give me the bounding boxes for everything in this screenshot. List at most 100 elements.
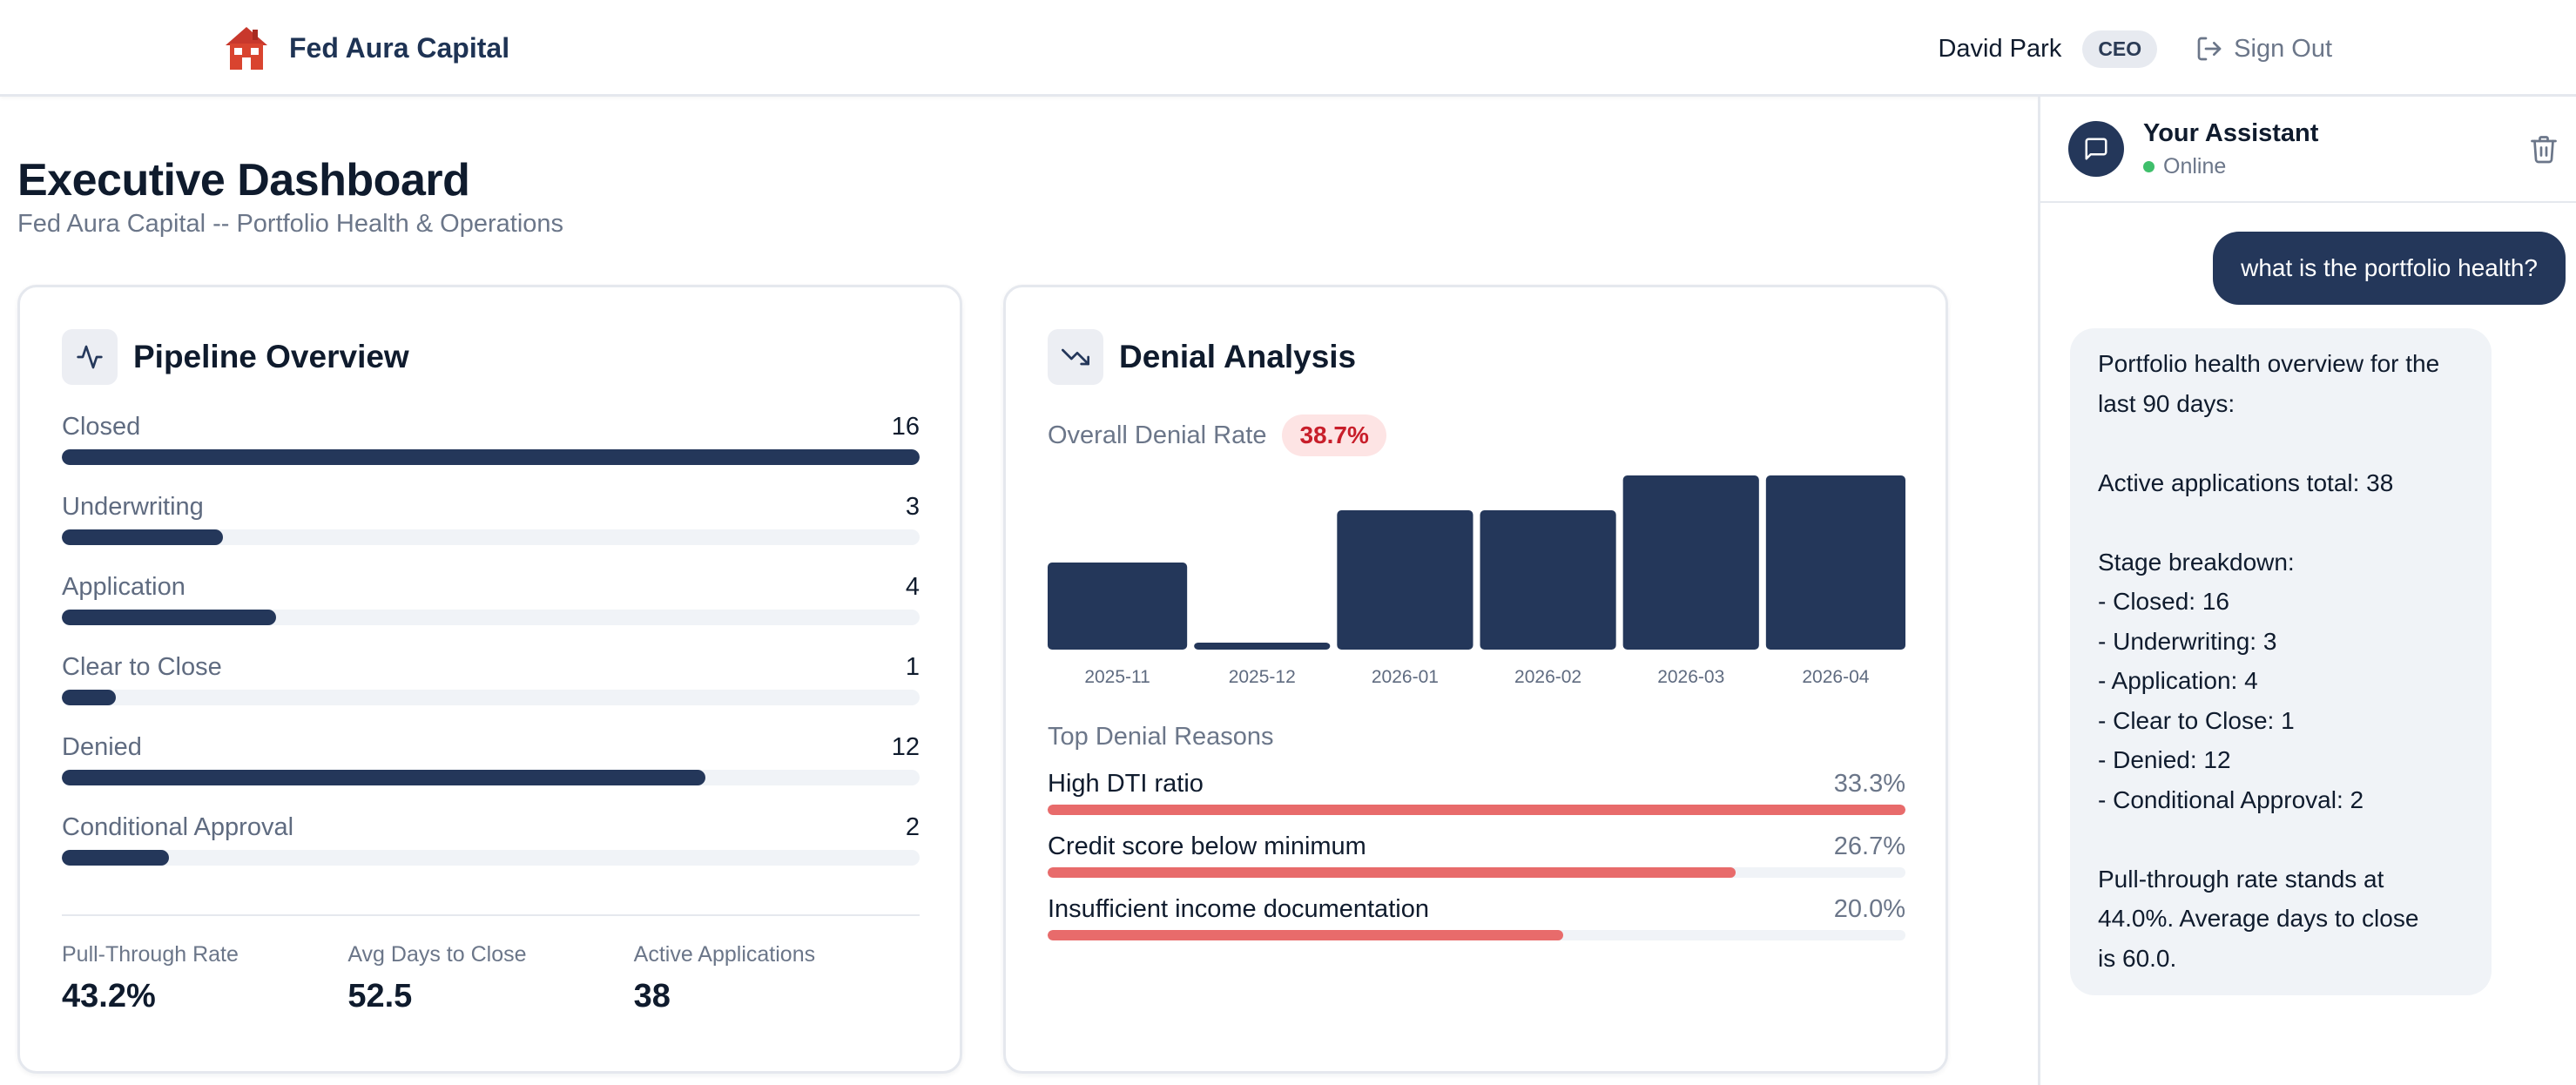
- sign-out-label: Sign Out: [2234, 34, 2332, 63]
- reason-bar-track: [1048, 805, 1905, 815]
- chart-tick-label: 2026-01: [1372, 667, 1439, 687]
- message-line: - Denied: 12: [2098, 746, 2231, 773]
- stage-row: Conditional Approval 2: [62, 813, 920, 893]
- stage-label: Conditional Approval: [62, 813, 294, 841]
- denial-trend-chart: 2025-11 2025-12 2026-01 2026-02 2026-03 2026-…: [1048, 475, 1905, 690]
- brand[interactable]: Fed Aura Capital: [223, 16, 509, 80]
- stage-count: 2: [905, 813, 920, 841]
- denial-rate-row: Overall Denial Rate 38.7%: [1048, 414, 1386, 456]
- message-line: Portfolio health overview for the: [2098, 350, 2440, 377]
- chart-tick-label: 2026-02: [1514, 667, 1581, 687]
- chart-tick-label: 2026-03: [1657, 667, 1724, 687]
- stage-count: 12: [891, 733, 920, 761]
- chart-tick-label: 2025-12: [1229, 667, 1296, 687]
- stage-row: Application 4: [62, 573, 920, 653]
- chart-bar-2025-11: [1048, 563, 1188, 650]
- message-line: - Underwriting: 3: [2098, 627, 2277, 655]
- message-line: - Clear to Close: 1: [2098, 706, 2295, 734]
- message-line: is 60.0.: [2098, 944, 2177, 972]
- card-header: Pipeline Overview: [62, 329, 409, 385]
- top-bar: Fed Aura Capital David Park CEO Sign Out: [0, 0, 2576, 97]
- message-line: last 90 days:: [2098, 389, 2235, 417]
- stage-bar-track: [62, 529, 920, 545]
- message-line: 44.0%. Average days to close: [2098, 905, 2419, 932]
- reason-pct: 20.0%: [1833, 895, 1905, 923]
- reason-label: Insufficient income documentation: [1048, 895, 1429, 923]
- reason-label: Credit score below minimum: [1048, 832, 1366, 860]
- metric-label: Active Applications: [633, 942, 816, 967]
- chart-bar-2025-12: [1194, 643, 1331, 650]
- stage-bar-track: [62, 690, 920, 705]
- metric-avg-days-to-close: Avg Days to Close 52.5: [347, 942, 633, 1015]
- reason-label: High DTI ratio: [1048, 770, 1204, 798]
- message-line: - Application: 4: [2098, 667, 2258, 694]
- message-line: - Closed: 16: [2098, 588, 2229, 615]
- card-header: Denial Analysis: [1048, 329, 1356, 385]
- stage-bar-track: [62, 770, 920, 785]
- metric-value: 52.5: [347, 978, 413, 1014]
- assistant-header: Your Assistant Online: [2040, 97, 2576, 203]
- message-line: [2098, 423, 2464, 463]
- reason-row: High DTI ratio 33.3%: [1048, 770, 1905, 832]
- message-line: Pull-through rate stands at: [2098, 865, 2384, 893]
- stage-label: Closed: [62, 413, 141, 441]
- metrics-row: Pull-Through Rate 43.2% Avg Days to Clos…: [62, 942, 920, 1015]
- reason-pct: 26.7%: [1833, 832, 1905, 860]
- reasons-list: High DTI ratio 33.3% Credit score below …: [1048, 770, 1905, 958]
- denial-rate-badge: 38.7%: [1282, 414, 1386, 456]
- stage-row: Underwriting 3: [62, 493, 920, 573]
- metric-label: Pull-Through Rate: [62, 942, 239, 967]
- assistant-panel: Your Assistant Online what is the portfo…: [2038, 97, 2576, 1085]
- trash-icon[interactable]: [2528, 133, 2559, 165]
- stage-list: Closed 16 Underwriting 3 Application 4 C…: [62, 413, 920, 893]
- trending-down-icon: [1048, 329, 1103, 385]
- sign-out-icon: [2197, 37, 2222, 61]
- reason-bar-fill: [1048, 867, 1736, 878]
- metric-value: 43.2%: [62, 978, 156, 1014]
- page-title: Executive Dashboard: [17, 155, 470, 206]
- status-dot: [2143, 161, 2155, 172]
- card-title: Pipeline Overview: [133, 339, 409, 374]
- chart-tick-label: 2025-11: [1084, 667, 1150, 687]
- chat-bubble-icon: [2068, 121, 2124, 177]
- reasons-title: Top Denial Reasons: [1048, 723, 1274, 751]
- user-area: David Park CEO Sign Out: [1938, 21, 2332, 77]
- denial-rate-label: Overall Denial Rate: [1048, 421, 1267, 449]
- stage-bar-fill: [62, 529, 223, 545]
- reason-pct: 33.3%: [1833, 770, 1905, 798]
- stage-label: Application: [62, 573, 185, 601]
- assistant-message: Portfolio health overview for the last 9…: [2070, 328, 2492, 995]
- stage-label: Denied: [62, 733, 142, 761]
- user-name: David Park: [1938, 34, 2062, 63]
- brand-name: Fed Aura Capital: [289, 31, 510, 64]
- divider: [62, 914, 920, 916]
- stage-label: Underwriting: [62, 493, 204, 521]
- denial-analysis-card: Denial Analysis Overall Denial Rate 38.7…: [1003, 285, 1948, 1074]
- page-subtitle: Fed Aura Capital -- Portfolio Health & O…: [17, 210, 564, 238]
- sign-out-button[interactable]: Sign Out: [2195, 35, 2332, 64]
- assistant-status: Online: [2143, 154, 2226, 179]
- card-title: Denial Analysis: [1119, 339, 1357, 374]
- user-message: what is the portfolio health?: [2213, 232, 2566, 305]
- stage-count: 1: [905, 653, 920, 681]
- assistant-status-text: Online: [2163, 154, 2227, 179]
- message-line: Active applications total: 38: [2098, 468, 2394, 496]
- assistant-name: Your Assistant: [2143, 119, 2319, 147]
- stage-bar-track: [62, 610, 920, 625]
- stage-label: Clear to Close: [62, 653, 222, 681]
- reason-row: Insufficient income documentation 20.0%: [1048, 895, 1905, 958]
- message-line: [2098, 819, 2464, 859]
- stage-bar-fill: [62, 770, 705, 785]
- chart-bar-2026-04: [1765, 475, 1905, 650]
- stage-count: 4: [905, 573, 920, 601]
- house-icon: [226, 27, 267, 70]
- stage-bar-track: [62, 449, 920, 465]
- metric-label: Avg Days to Close: [347, 942, 527, 967]
- stage-count: 3: [905, 493, 920, 521]
- stage-bar-track: [62, 850, 920, 866]
- chart-bar-2026-01: [1337, 510, 1473, 650]
- stage-row: Clear to Close 1: [62, 653, 920, 733]
- chart-tick-label: 2026-04: [1802, 667, 1869, 687]
- reason-row: Credit score below minimum 26.7%: [1048, 832, 1905, 895]
- activity-icon: [62, 329, 118, 385]
